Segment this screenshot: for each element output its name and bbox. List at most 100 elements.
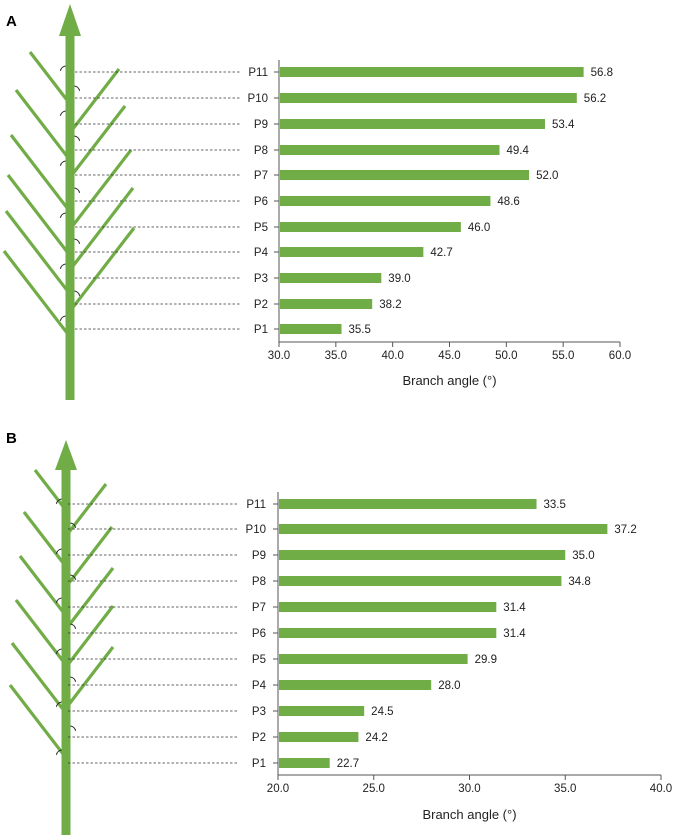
x-tick-label: 40.0	[381, 350, 403, 362]
bar-value-label: 34.8	[568, 576, 590, 588]
bar-value-label: 56.8	[591, 67, 613, 79]
plant-branch	[64, 646, 115, 710]
bar	[280, 119, 545, 129]
bar-value-label: 35.0	[572, 550, 594, 562]
bar-value-label: 49.4	[507, 145, 530, 157]
plant-branch	[6, 174, 72, 257]
bar-value-label: 46.0	[468, 222, 490, 234]
category-label: P5	[254, 222, 268, 234]
plant-branch	[2, 250, 72, 338]
bar	[279, 499, 537, 509]
angle-arc	[55, 498, 62, 504]
bar-value-label: 35.5	[349, 324, 371, 336]
x-tick-label: 20.0	[267, 783, 289, 795]
bar-value-label: 29.9	[475, 654, 497, 666]
plant-branch	[18, 555, 68, 617]
panel-letter: A	[6, 13, 17, 30]
category-label: P10	[246, 524, 266, 536]
category-label: P1	[252, 758, 266, 770]
x-tick-label: 50.0	[495, 350, 517, 362]
bar-value-label: 42.7	[430, 247, 452, 259]
x-tick-label: 30.0	[458, 783, 480, 795]
panel-b: B 20.0 25.0 30.0 35.0 40.0 Branch angle (°) P1 2…	[6, 430, 672, 835]
category-label: P10	[248, 93, 268, 105]
x-tick-label: 25.0	[363, 783, 385, 795]
bar-value-label: 22.7	[337, 758, 359, 770]
plant-branch	[68, 187, 135, 271]
bar	[280, 170, 530, 180]
category-label: P1	[254, 324, 268, 336]
plant-arrowhead-icon	[55, 440, 77, 470]
bar-value-label: 28.0	[438, 680, 460, 692]
bar	[279, 576, 562, 586]
chart-axes: 30.0 35.0 40.0 45.0 50.0 55.0 60.0 Branch angle…	[268, 60, 631, 388]
category-label: P9	[252, 550, 266, 562]
bar-value-label: 52.0	[536, 170, 558, 182]
bar	[280, 273, 382, 283]
angle-arc	[70, 574, 77, 580]
bar	[279, 706, 365, 716]
bar-value-label: 31.4	[503, 628, 526, 640]
bar-value-label: 56.2	[584, 93, 606, 105]
angle-arc	[70, 725, 77, 731]
chart-bars: P1 35.5 P2 38.2 P3 39.0 P4 42.7 P5 46.0 P6 48.6 P7 52…	[75, 67, 613, 336]
plant-branch	[64, 483, 108, 537]
plant-branch	[33, 469, 68, 512]
plant-branch	[68, 105, 127, 179]
angle-arc	[59, 263, 66, 269]
angle-arc	[74, 290, 81, 296]
category-label: P7	[254, 170, 268, 182]
angle-arc	[55, 597, 62, 603]
bar-value-label: 24.2	[365, 732, 387, 744]
category-label: P2	[252, 732, 266, 744]
angle-arc	[55, 749, 62, 755]
x-tick-label: 45.0	[438, 350, 460, 362]
angle-arc	[70, 676, 77, 682]
bar-value-label: 24.5	[371, 706, 393, 718]
x-tick-label: 60.0	[609, 350, 631, 362]
category-label: P5	[252, 654, 266, 666]
plant-branch	[10, 642, 68, 715]
bar	[279, 550, 566, 560]
angle-arc	[74, 135, 81, 141]
plant-arrowhead-icon	[59, 4, 81, 36]
x-axis-title: Branch angle (°)	[422, 807, 516, 822]
category-label: P7	[252, 602, 266, 614]
bar	[280, 247, 424, 257]
plant-branch	[14, 599, 68, 666]
x-tick-label: 30.0	[268, 350, 290, 362]
bar-value-label: 53.4	[552, 119, 575, 131]
angle-arc	[70, 522, 77, 528]
bar-value-label: 38.2	[379, 299, 401, 311]
bar	[280, 145, 500, 155]
bar	[280, 93, 577, 103]
category-label: P6	[254, 196, 268, 208]
angle-arc	[59, 65, 66, 71]
plant-branch	[68, 227, 136, 313]
plant-branch	[68, 149, 133, 231]
bar	[280, 67, 584, 77]
category-label: P4	[252, 680, 267, 692]
angle-arc	[74, 85, 81, 91]
plant-branch	[64, 567, 115, 631]
category-label: P3	[252, 706, 266, 718]
angle-arc	[74, 187, 81, 193]
bar	[279, 758, 330, 768]
plant-branch	[8, 684, 68, 759]
panel-letter: B	[6, 430, 17, 447]
bar	[280, 196, 491, 206]
x-tick-label: 55.0	[552, 350, 574, 362]
angle-arc	[74, 238, 81, 244]
plant-branch	[64, 605, 115, 669]
x-tick-label: 40.0	[650, 783, 672, 795]
category-label: P11	[248, 67, 268, 79]
category-label: P3	[254, 273, 268, 285]
plant-branch	[9, 134, 72, 213]
plant-diagram	[2, 4, 136, 400]
bar	[279, 732, 359, 742]
plant-diagram	[8, 440, 115, 835]
angle-arc	[59, 160, 66, 166]
bar	[279, 602, 497, 612]
category-label: P11	[246, 499, 266, 511]
